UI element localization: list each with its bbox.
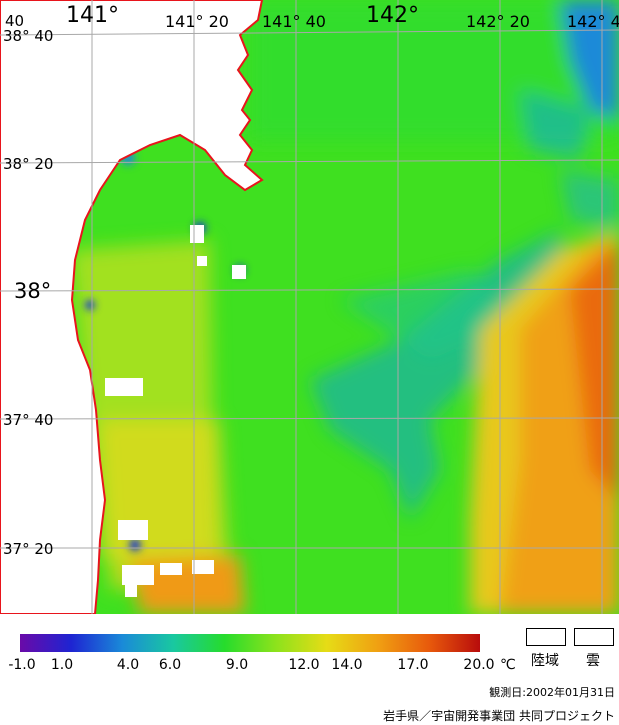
graticule [0, 0, 619, 614]
land-legend-label: 陸域 [531, 653, 559, 669]
longitude-label-141-40: 141° 40 [262, 12, 326, 31]
scale-tick: 20.0 [463, 657, 495, 673]
scale-tick: -1.0 [8, 657, 36, 673]
land-legend-swatch [526, 628, 566, 646]
latitude-label-38-40: 38° 40 [3, 27, 54, 45]
latitude-label-37-20: 37° 20 [3, 540, 54, 558]
latitude-label-37-40: 37° 40 [3, 411, 54, 429]
temperature-field [0, 0, 619, 614]
cloud-legend-label: 雲 [586, 653, 600, 669]
corner-label: 40 [5, 12, 25, 30]
scale-tick: 9.0 [225, 657, 249, 673]
scale-tick: 12.0 [288, 657, 320, 673]
scale-tick: 1.0 [50, 657, 74, 673]
scale-tick: 6.0 [158, 657, 182, 673]
longitude-label-141-20: 141° 20 [165, 12, 229, 31]
latitude-label-38: 38° [14, 279, 52, 303]
scale-tick: 4.0 [116, 657, 140, 673]
land-area [0, 0, 264, 614]
project-credit: 岩手県／宇宙開発事業団 共同プロジェクト [383, 709, 615, 723]
temperature-unit: ℃ [500, 657, 516, 673]
scale-tick: 14.0 [331, 657, 363, 673]
longitude-label-142-20: 142° 20 [466, 12, 530, 31]
temperature-color-scale [20, 634, 480, 652]
longitude-label-142: 142° [366, 3, 419, 28]
longitude-label-142-40: 142° 4 [567, 12, 619, 31]
observation-date: 観測日:2002年01月31日 [489, 686, 615, 699]
latitude-label-38-20: 38° 20 [3, 155, 54, 173]
longitude-label-141: 141° [66, 3, 119, 28]
cloud-legend-swatch [574, 628, 614, 646]
scale-tick: 17.0 [397, 657, 429, 673]
sea-surface-temperature-map [0, 0, 619, 614]
